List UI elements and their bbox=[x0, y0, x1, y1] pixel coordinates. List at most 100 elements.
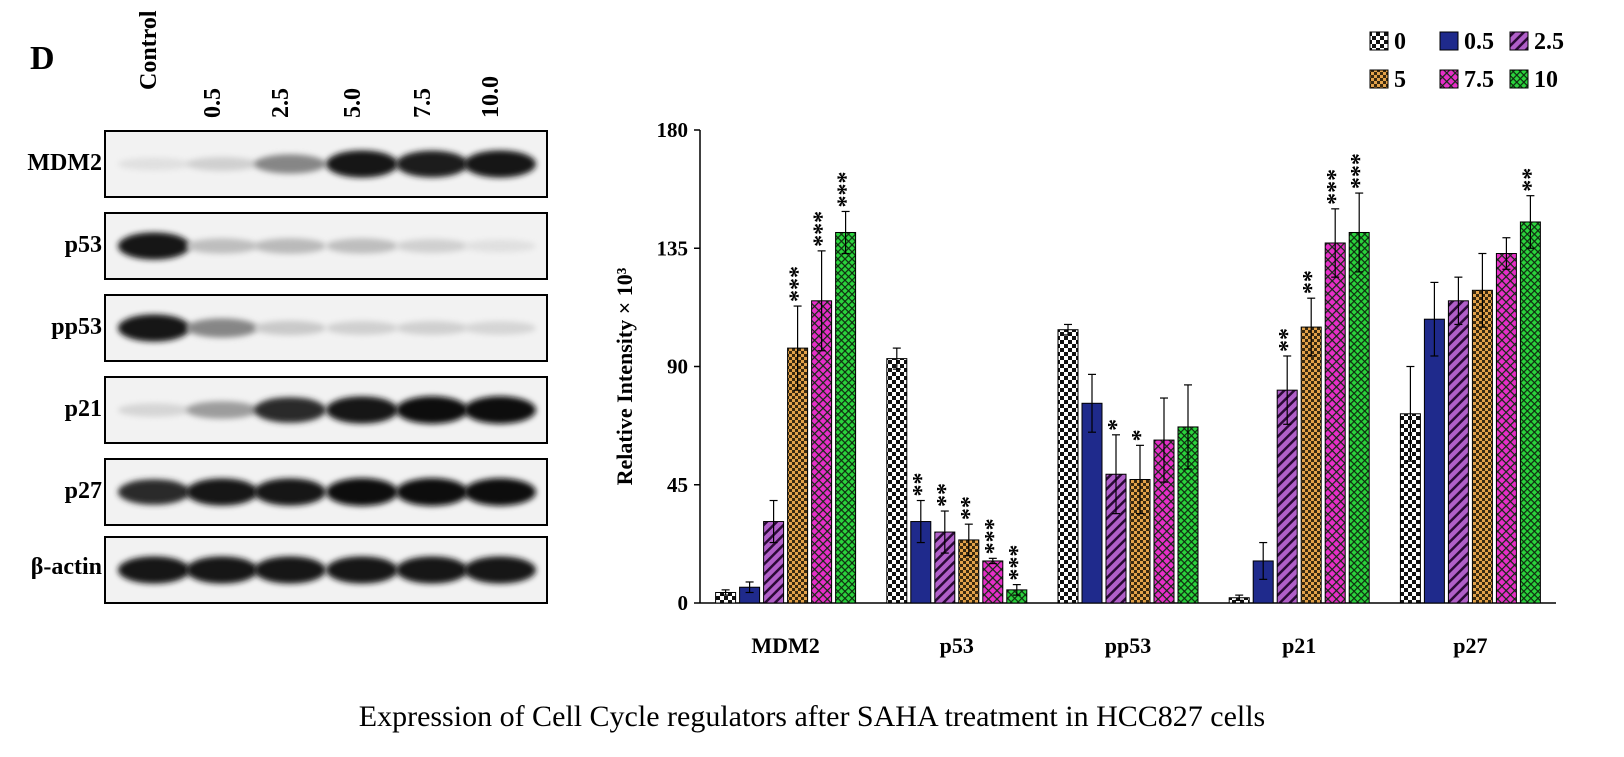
significance-marker: ** bbox=[1518, 168, 1544, 192]
blot-band bbox=[118, 314, 190, 342]
blot-bands bbox=[106, 296, 546, 360]
blot-band bbox=[254, 556, 326, 584]
significance-marker: ** bbox=[909, 473, 935, 497]
significance-marker: *** bbox=[1005, 545, 1031, 581]
y-tick-label: 45 bbox=[667, 473, 688, 497]
significance-marker: *** bbox=[834, 171, 860, 207]
blot-row-label: MDM2 bbox=[27, 150, 102, 176]
blot-bands bbox=[106, 460, 546, 524]
blot-band bbox=[326, 150, 398, 178]
bar bbox=[835, 231, 857, 604]
legend-label: 10 bbox=[1534, 67, 1558, 93]
bar bbox=[1447, 300, 1469, 604]
blot-bands bbox=[106, 132, 546, 196]
bar bbox=[1300, 326, 1322, 604]
blot-strip-beta-actin bbox=[104, 536, 548, 604]
blot-band bbox=[326, 396, 398, 424]
blot-band bbox=[118, 556, 190, 584]
bar bbox=[1423, 318, 1445, 604]
blot-band bbox=[326, 321, 398, 335]
blot-band bbox=[396, 150, 468, 178]
significance-marker: ** bbox=[1299, 270, 1325, 294]
legend-swatch bbox=[1509, 31, 1529, 51]
blot-band bbox=[118, 157, 190, 171]
bar bbox=[886, 358, 908, 604]
blot-strip-p21 bbox=[104, 376, 548, 444]
blot-band bbox=[464, 321, 536, 335]
x-tick-label: MDM2 bbox=[751, 633, 819, 658]
bar bbox=[1057, 329, 1079, 604]
bar bbox=[1519, 221, 1541, 604]
bar bbox=[1471, 289, 1493, 604]
blot-band bbox=[326, 478, 398, 506]
y-tick-label: 135 bbox=[657, 236, 689, 260]
y-tick-label: 90 bbox=[667, 355, 688, 379]
legend-swatch bbox=[1369, 31, 1389, 51]
y-axis-label: Relative Intensity × 10³ bbox=[612, 267, 637, 485]
blot-row-label: p53 bbox=[64, 232, 102, 258]
blot-row-label: pp53 bbox=[51, 314, 102, 340]
bar bbox=[1081, 402, 1103, 604]
blot-band bbox=[464, 239, 536, 253]
blot-band bbox=[396, 321, 468, 335]
y-tick-label: 0 bbox=[678, 591, 689, 615]
blot-band bbox=[254, 397, 326, 423]
significance-marker: *** bbox=[786, 266, 812, 302]
bar bbox=[1495, 253, 1517, 604]
bar bbox=[1324, 242, 1346, 604]
blot-bands bbox=[106, 214, 546, 278]
bar bbox=[982, 560, 1004, 604]
blot-band bbox=[464, 396, 536, 424]
blot-band bbox=[186, 556, 258, 584]
blot-row-label: p21 bbox=[64, 396, 102, 422]
blot-strip-p27 bbox=[104, 458, 548, 526]
blot-band bbox=[326, 556, 398, 584]
significance-marker: ** bbox=[933, 483, 959, 507]
blot-band bbox=[464, 150, 536, 178]
legend-label: 0.5 bbox=[1464, 29, 1494, 55]
blot-band bbox=[396, 239, 468, 253]
blot-band bbox=[186, 478, 258, 506]
blot-band bbox=[186, 318, 258, 338]
x-tick-label: p27 bbox=[1453, 633, 1487, 658]
significance-marker: ** bbox=[957, 496, 983, 520]
blot-band bbox=[186, 401, 258, 419]
blot-strip-pp53 bbox=[104, 294, 548, 362]
blot-band bbox=[186, 238, 258, 254]
blot-band bbox=[254, 478, 326, 506]
blot-band bbox=[118, 232, 190, 260]
legend-label: 7.5 bbox=[1464, 67, 1494, 93]
legend-swatch bbox=[1369, 69, 1389, 89]
blot-band bbox=[118, 403, 190, 417]
blot-bands bbox=[106, 538, 546, 602]
blot-row-label: β-actin bbox=[30, 554, 102, 580]
blot-band bbox=[254, 238, 326, 254]
blot-strip-p53 bbox=[104, 212, 548, 280]
significance-marker: *** bbox=[1323, 169, 1349, 205]
blot-band bbox=[254, 154, 326, 174]
blot-band bbox=[118, 479, 190, 505]
blot-band bbox=[464, 478, 536, 506]
panel-letter: D bbox=[30, 40, 55, 77]
x-tick-label: p21 bbox=[1282, 633, 1316, 658]
legend-label: 5 bbox=[1394, 67, 1406, 93]
bar bbox=[1348, 231, 1370, 604]
legend-swatch bbox=[1439, 31, 1459, 51]
blot-bands bbox=[106, 378, 546, 442]
blot-band bbox=[396, 556, 468, 584]
significance-marker: ** bbox=[1275, 328, 1301, 352]
blot-band bbox=[326, 238, 398, 254]
blot-band bbox=[186, 157, 258, 171]
significance-marker: * bbox=[1128, 429, 1154, 441]
blot-row-label: p27 bbox=[64, 478, 102, 504]
legend-label: 2.5 bbox=[1534, 29, 1564, 55]
x-tick-label: p53 bbox=[940, 633, 974, 658]
blot-band bbox=[464, 556, 536, 584]
legend-swatch bbox=[1439, 69, 1459, 89]
significance-marker: *** bbox=[1347, 153, 1373, 189]
figure-caption: Expression of Cell Cycle regulators afte… bbox=[358, 700, 1266, 733]
y-tick-label: 180 bbox=[657, 118, 689, 142]
significance-marker: *** bbox=[981, 518, 1007, 554]
significance-marker: *** bbox=[810, 211, 836, 247]
